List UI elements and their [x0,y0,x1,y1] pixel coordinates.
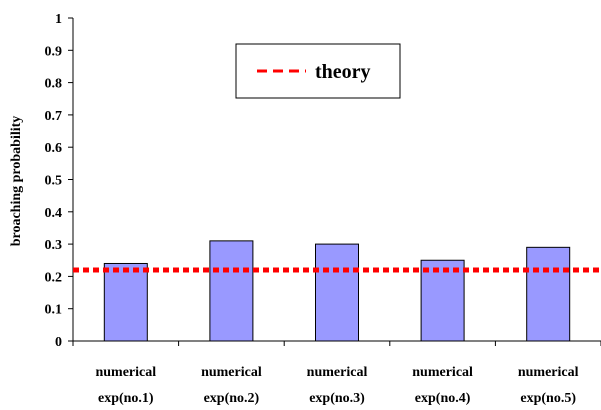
bars [103,240,571,342]
x-axis-ticks [72,341,601,346]
y-tick-label: 0.4 [45,206,63,221]
x-axis-tick-labels: numerical exp(no.1) numerical exp(no.2) nume… [95,365,578,406]
x-tick-label: numerical [95,365,156,380]
y-axis-tick-labels: 0 0.1 0.2 0.3 0.4 0.5 0.6 0.7 0.8 0.9 1 [45,12,63,350]
bar [209,240,254,342]
y-tick-label: 0.3 [45,238,63,253]
y-tick-label: 0 [55,335,62,350]
y-tick-label: 0.9 [45,44,63,59]
bar [420,259,465,342]
legend-label-theory: theory [315,61,371,83]
x-tick-label: numerical [201,365,262,380]
bar [526,246,571,342]
y-tick-label: 0.7 [45,109,63,124]
x-tick-label: exp(no.5) [520,391,576,406]
legend: theory [235,43,401,99]
x-tick-label: numerical [307,365,368,380]
y-axis-label: broaching probability [9,116,24,247]
y-tick-label: 0.6 [45,141,63,156]
y-tick-label: 0.1 [45,303,63,318]
y-tick-label: 0.8 [45,77,63,92]
x-tick-label: exp(no.4) [415,391,471,406]
y-tick-label: 0.5 [45,174,63,189]
x-tick-label: exp(no.3) [309,391,365,406]
y-tick-label: 1 [55,12,62,27]
bar [315,243,359,342]
x-tick-label: exp(no.1) [98,391,154,406]
y-tick-label: 0.2 [45,270,63,285]
x-tick-label: numerical [412,365,473,380]
y-axis-ticks [68,17,73,342]
x-tick-label: numerical [518,365,579,380]
bar [103,262,148,342]
x-tick-label: exp(no.2) [204,391,260,406]
